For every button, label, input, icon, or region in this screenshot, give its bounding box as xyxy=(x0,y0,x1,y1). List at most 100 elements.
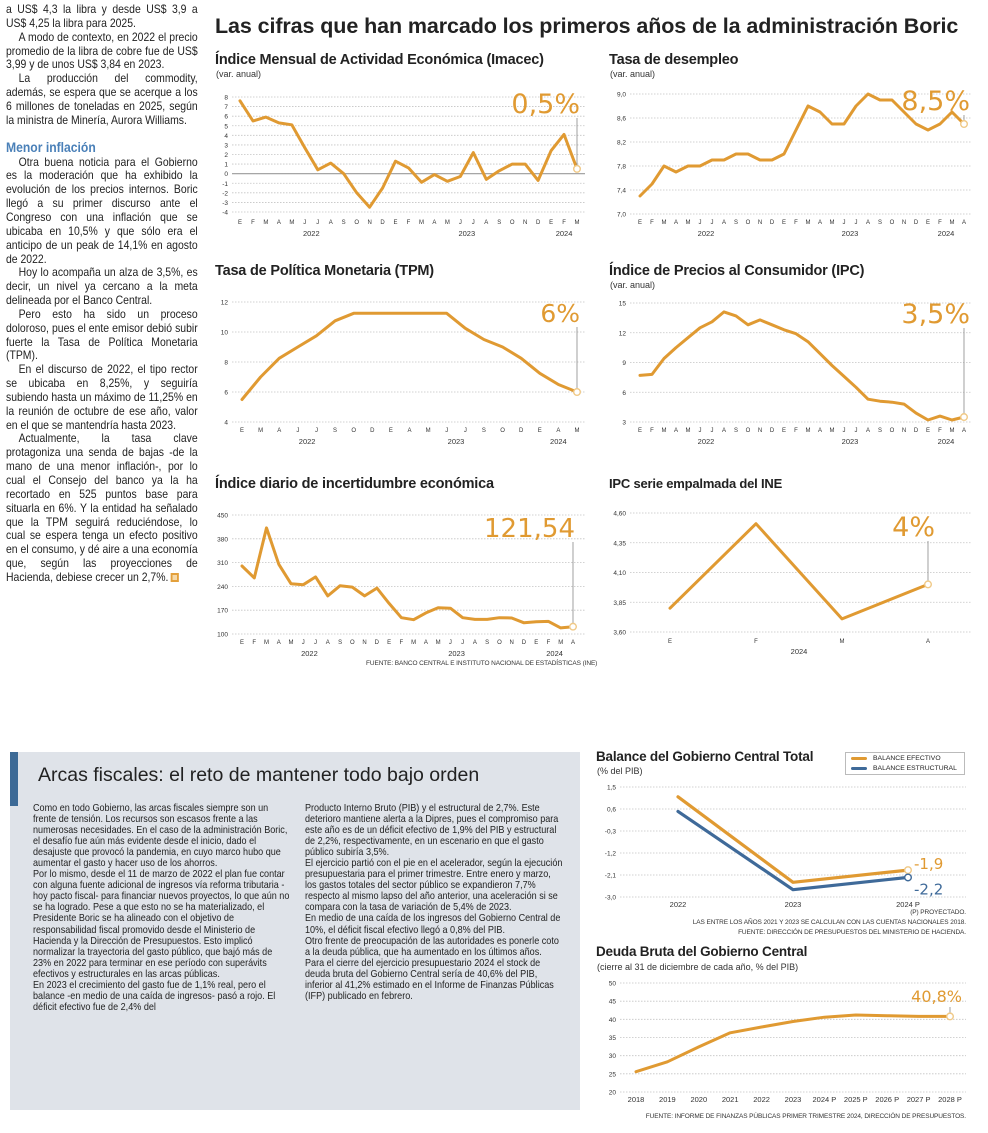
x-tick-label: J xyxy=(843,220,846,226)
y-tick-label: 380 xyxy=(217,536,228,543)
chart-title-tpm: Tasa de Política Monetaria (TPM) xyxy=(215,263,434,279)
last-point-marker xyxy=(946,1012,955,1021)
y-tick-label: 4 xyxy=(224,420,228,427)
x-tick-label: O xyxy=(890,220,895,226)
legend-label: BALANCE ESTRUCTURAL xyxy=(873,765,957,772)
x-tick-label: F xyxy=(650,428,654,434)
x-tick-label: D xyxy=(522,640,527,646)
chart-title-ipc: Índice de Precios al Consumidor (IPC) xyxy=(609,263,865,279)
series-line xyxy=(638,92,966,198)
y-tick-label: 12 xyxy=(221,300,229,307)
x-tick-label: F xyxy=(562,220,566,226)
y-tick-label: 4 xyxy=(224,133,228,140)
x-tick-label: S xyxy=(338,640,342,646)
chart-source: FUENTE: INFORME DE FINANZAS PÚBLICAS PRI… xyxy=(645,1113,966,1120)
y-tick-label: 45 xyxy=(609,999,617,1006)
x-tick-label: J xyxy=(711,220,714,226)
year-label: 2023 xyxy=(458,229,475,238)
x-tick-label: E xyxy=(240,428,244,434)
y-tick-label: 8,2 xyxy=(617,140,626,147)
chart-source: FUENTE: DIRECCIÓN DE PRESUPUESTOS DEL MI… xyxy=(738,929,966,936)
series-line xyxy=(638,310,966,422)
last-point-marker xyxy=(904,866,913,875)
last-point-marker xyxy=(960,413,969,422)
series-end-label: -2,2 xyxy=(914,880,943,898)
paragraph: Otro frente de preocupación de las autor… xyxy=(305,935,559,958)
x-tick-label: J xyxy=(314,640,317,646)
x-tick-label: A xyxy=(571,640,575,646)
y-tick-label: 8,6 xyxy=(617,116,626,123)
x-tick-label: F xyxy=(251,220,255,226)
x-tick-label: 2024 P xyxy=(896,900,920,909)
x-tick-label: 2022 xyxy=(670,900,687,909)
x-tick-label: N xyxy=(510,640,514,646)
paragraph: La producción del commodity, además, se … xyxy=(6,72,198,127)
highlight-value-label: 121,54 xyxy=(484,514,575,544)
x-tick-label: F xyxy=(938,220,942,226)
legend-swatch xyxy=(851,766,867,771)
year-label: 2024 xyxy=(550,437,567,446)
fiscal-column-2: Producto Interno Bruto (PIB) y el estruc… xyxy=(305,803,563,1002)
year-label: 2023 xyxy=(448,649,465,658)
y-tick-label: 7,4 xyxy=(617,188,626,195)
x-tick-label: E xyxy=(549,220,553,226)
y-tick-label: 12 xyxy=(619,330,627,337)
series-line xyxy=(240,526,575,630)
x-tick-label: A xyxy=(962,220,966,226)
x-tick-label: A xyxy=(424,640,428,646)
paragraph: A modo de contexto, en 2022 el precio pr… xyxy=(6,30,198,72)
series-line xyxy=(668,522,930,621)
x-tick-label: N xyxy=(758,428,762,434)
year-label: 2023 xyxy=(448,437,465,446)
x-tick-label: E xyxy=(534,640,538,646)
x-tick-label: O xyxy=(497,640,502,646)
y-tick-label: -4 xyxy=(222,210,228,217)
y-tick-label: 25 xyxy=(609,1071,617,1078)
x-tick-label: A xyxy=(722,220,726,226)
chart-title-imacec: Índice Mensual de Actividad Económica (I… xyxy=(215,52,544,68)
y-tick-label: 4,35 xyxy=(613,540,626,547)
series-line xyxy=(634,1013,952,1074)
y-tick-label: -2,1 xyxy=(605,873,617,880)
x-tick-label: O xyxy=(354,220,359,226)
paragraph: En el discurso de 2022, el tipo rector s… xyxy=(6,363,198,432)
highlight-value-label: 0,5% xyxy=(511,89,580,120)
y-tick-label: 10 xyxy=(221,330,229,337)
legend-label: BALANCE EFECTIVO xyxy=(873,755,941,762)
y-tick-label: 20 xyxy=(609,1090,617,1097)
chart-subtitle-imacec: (var. anual) xyxy=(216,69,262,79)
y-tick-label: -1,2 xyxy=(605,851,617,858)
x-tick-label: M xyxy=(840,639,845,645)
year-label: 2024 xyxy=(546,649,563,658)
y-tick-label: 6 xyxy=(224,114,228,121)
x-tick-label: D xyxy=(380,220,385,226)
x-tick-label: A xyxy=(326,640,330,646)
y-tick-label: -2 xyxy=(222,190,228,197)
x-tick-label: A xyxy=(818,428,822,434)
chart-title-incertidumbre: Índice diario de incertidumbre económica xyxy=(215,476,494,492)
x-tick-label: A xyxy=(277,428,281,434)
y-tick-label: 9,0 xyxy=(617,92,626,99)
x-tick-label: A xyxy=(962,428,966,434)
chart-note: LAS ENTRE LOS AÑOS 2021 Y 2023 SE CALCUL… xyxy=(692,919,966,926)
highlight-value-label: 8,5% xyxy=(901,86,970,117)
x-tick-label: D xyxy=(914,428,919,434)
x-tick-label: N xyxy=(367,220,371,226)
y-tick-label: 310 xyxy=(217,560,228,567)
legend-swatch xyxy=(851,756,867,761)
x-tick-label: A xyxy=(674,428,678,434)
x-tick-label: J xyxy=(316,220,319,226)
x-tick-label: E xyxy=(389,428,393,434)
y-tick-label: 40 xyxy=(609,1017,617,1024)
x-tick-label: 2028 P xyxy=(938,1095,962,1104)
x-tick-label: A xyxy=(329,220,333,226)
y-tick-label: 8 xyxy=(224,95,228,102)
y-tick-label: 7 xyxy=(224,104,228,111)
x-tick-label: J xyxy=(303,220,306,226)
x-tick-label: E xyxy=(238,220,242,226)
paragraph: En medio de una caída de los ingresos de… xyxy=(305,913,561,936)
y-tick-label: 30 xyxy=(609,1053,617,1060)
x-tick-label: 2023 xyxy=(785,900,802,909)
x-tick-label: S xyxy=(878,220,882,226)
x-tick-label: J xyxy=(711,428,714,434)
